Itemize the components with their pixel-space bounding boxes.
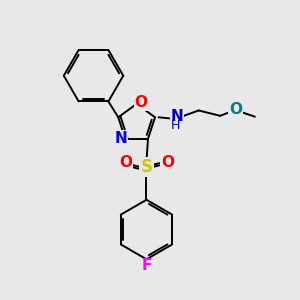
Text: S: S bbox=[140, 158, 152, 176]
Text: F: F bbox=[141, 258, 152, 273]
Text: N: N bbox=[114, 131, 127, 146]
Text: O: O bbox=[119, 155, 132, 170]
Text: N: N bbox=[114, 131, 127, 146]
Text: N: N bbox=[171, 109, 184, 124]
Text: O: O bbox=[134, 95, 147, 110]
Text: O: O bbox=[134, 95, 147, 110]
Text: O: O bbox=[161, 155, 174, 170]
Text: O: O bbox=[229, 102, 242, 117]
Text: H: H bbox=[171, 119, 181, 132]
